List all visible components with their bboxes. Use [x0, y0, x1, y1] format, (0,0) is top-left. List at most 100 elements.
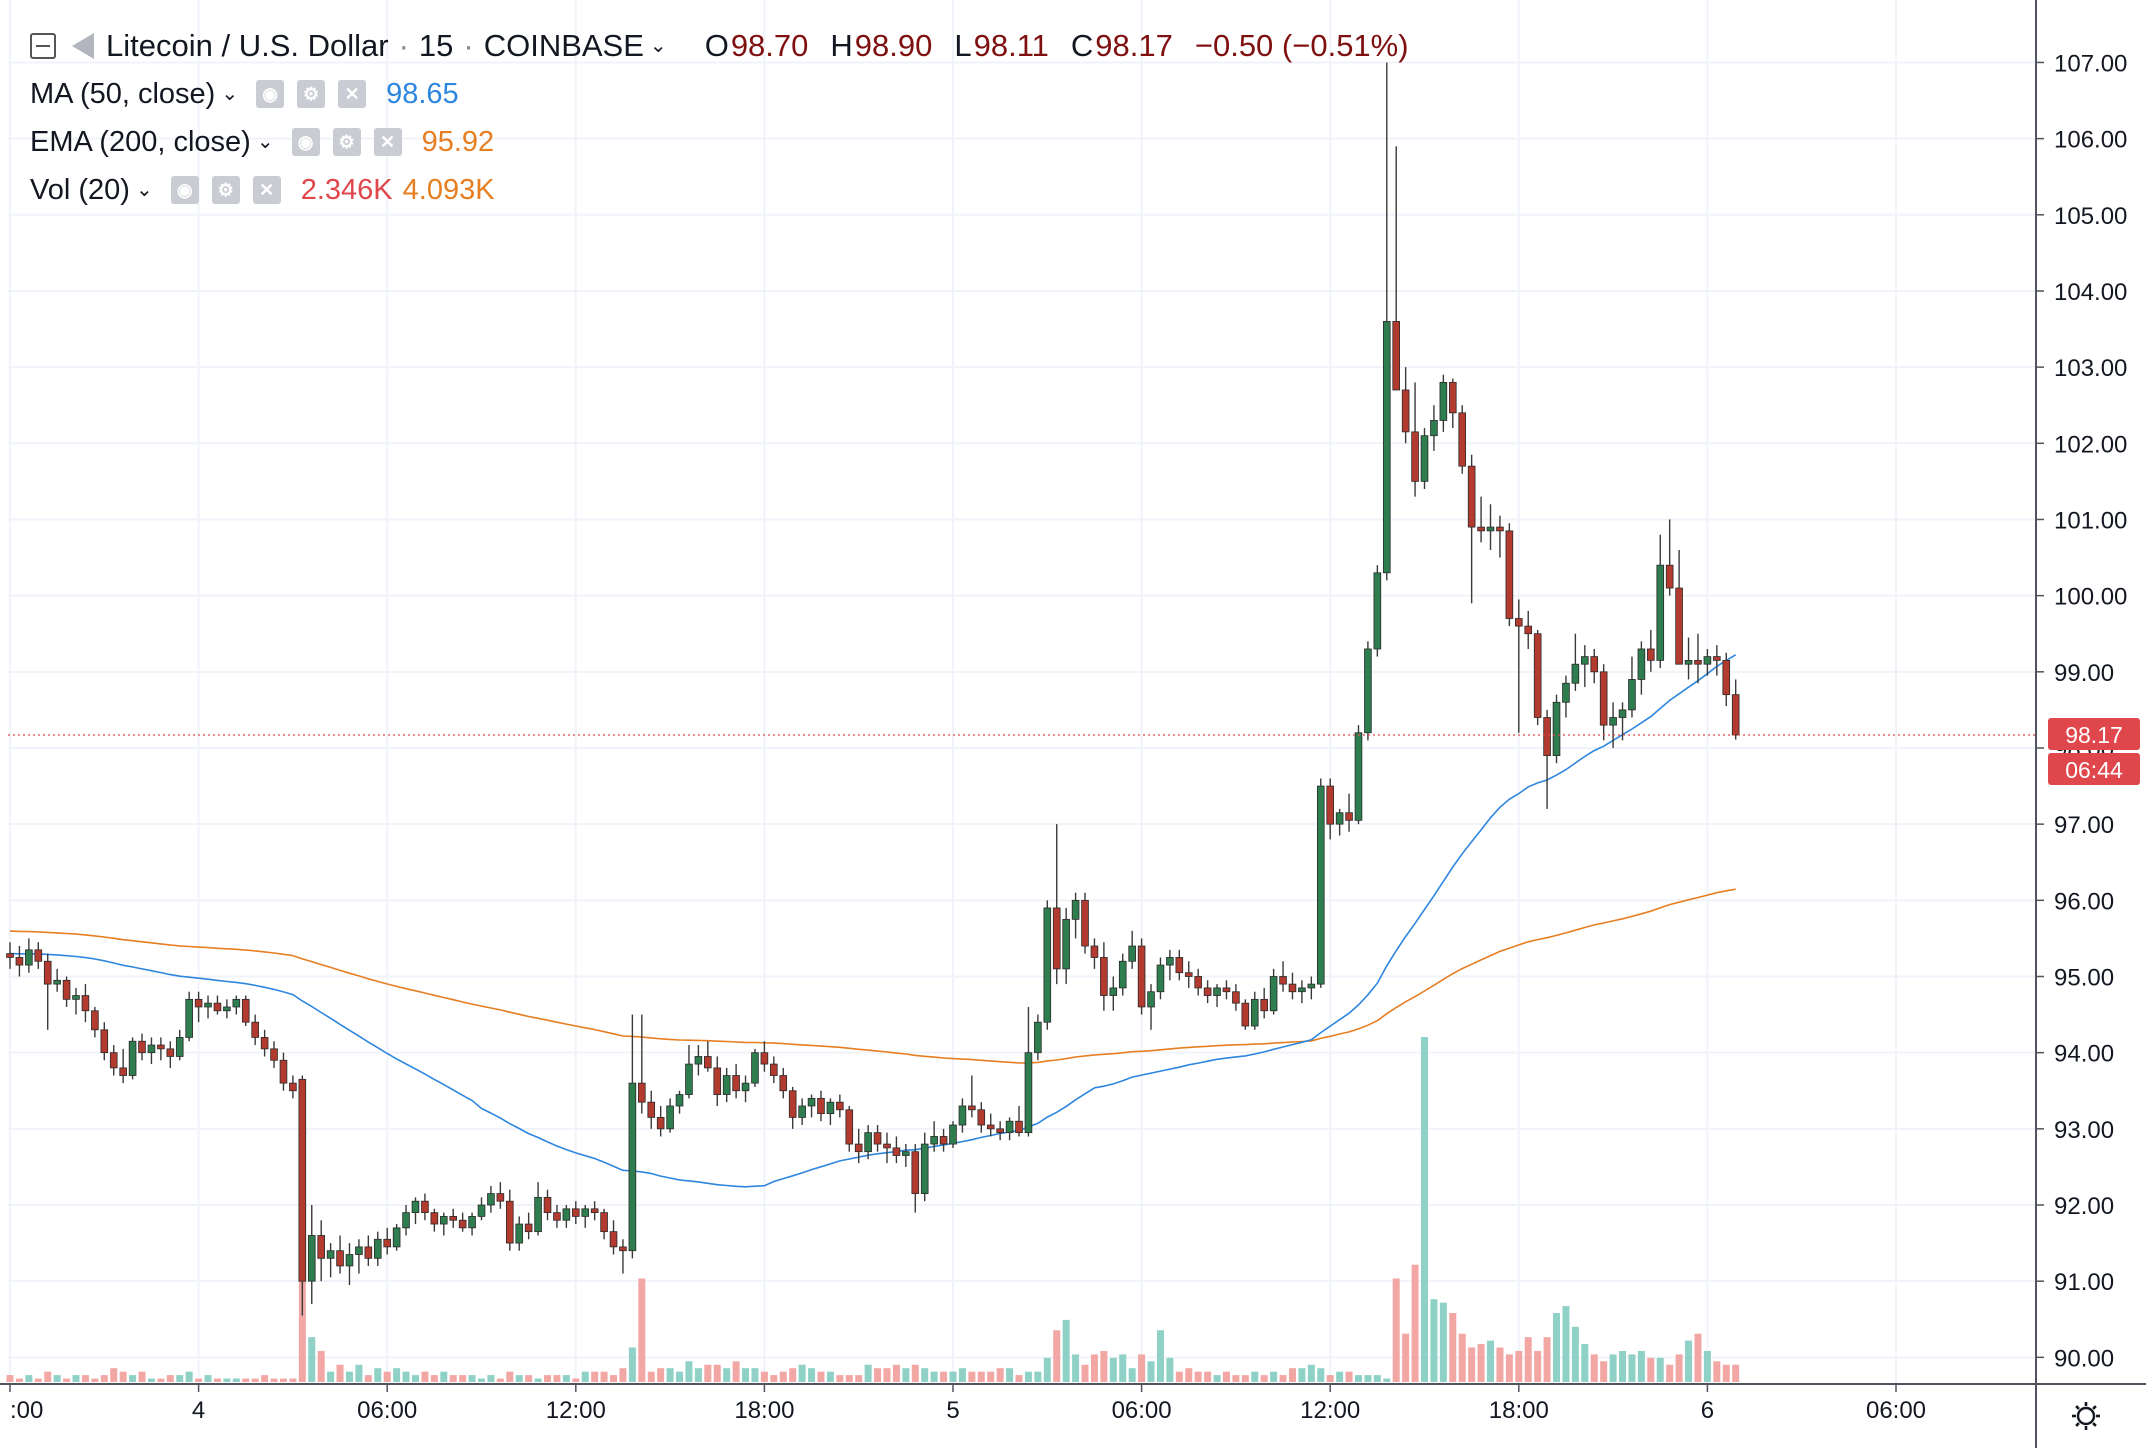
- candle-body: [647, 1101, 656, 1118]
- close-icon[interactable]: ✕: [373, 128, 402, 156]
- candle: [1147, 984, 1155, 1030]
- candle-body: [619, 1246, 627, 1252]
- candle-body: [1071, 899, 1080, 920]
- gear-icon[interactable]: ⚙: [211, 176, 240, 204]
- volume-bar: [345, 1371, 353, 1382]
- candle: [1543, 709, 1551, 809]
- candle: [1411, 382, 1419, 497]
- volume-bar: [1053, 1330, 1061, 1382]
- symbol-title[interactable]: Litecoin / U.S. Dollar: [106, 28, 389, 63]
- eye-icon[interactable]: ◉: [291, 128, 320, 156]
- x-tick-label: :00: [10, 1397, 43, 1424]
- volume-bar: [647, 1371, 655, 1382]
- volume-bar: [1006, 1368, 1014, 1382]
- exchange-label[interactable]: COINBASE: [483, 28, 644, 63]
- candle-body: [15, 957, 24, 966]
- volume-bar: [393, 1368, 401, 1382]
- candle-body: [100, 1029, 109, 1054]
- y-tick-label: 92.00: [2054, 1193, 2114, 1220]
- volume-bar: [751, 1368, 759, 1382]
- flag-icon[interactable]: [72, 33, 94, 59]
- volume-bars: [6, 1037, 1740, 1382]
- separator-dot: ·: [398, 28, 409, 63]
- interval-label[interactable]: 15: [418, 28, 454, 63]
- candle: [1222, 980, 1231, 1000]
- indicator-vol[interactable]: Vol (20) ⌄ ◉ ⚙ ✕ 2.346K 4.093K: [30, 166, 1431, 214]
- candle: [836, 1094, 844, 1118]
- candle: [722, 1067, 731, 1103]
- candle: [1052, 824, 1061, 985]
- gear-icon[interactable]: ⚙: [297, 80, 326, 108]
- indicator-ema[interactable]: EMA (200, close) ⌄ ◉ ⚙ ✕ 95.92: [30, 118, 1431, 166]
- volume-bar: [1439, 1302, 1447, 1382]
- volume-bar: [1487, 1340, 1495, 1382]
- candle-body: [1232, 991, 1240, 1004]
- close-icon[interactable]: ✕: [338, 80, 367, 108]
- candle-body: [119, 1067, 127, 1076]
- x-axis[interactable]: :00 4 06:00 12:00 18:00 5 06:00 12:00 18:00 6 06:0…: [9, 1384, 1926, 1424]
- volume-bar: [1449, 1313, 1457, 1382]
- candle-body: [1628, 679, 1636, 711]
- candle-body: [1213, 987, 1221, 996]
- volume-bar: [1119, 1354, 1127, 1382]
- volume-bar: [1345, 1371, 1353, 1382]
- candle: [1505, 523, 1514, 627]
- candle: [1316, 778, 1325, 988]
- chevron-down-icon[interactable]: ⌄: [649, 35, 667, 57]
- indicator-vol-label[interactable]: Vol (20): [30, 174, 130, 206]
- y-axis[interactable]: 107.00 106.00 105.00 104.00 103.00 102.00 101.…: [2036, 50, 2127, 1372]
- volume-bar: [864, 1364, 872, 1382]
- chevron-down-icon[interactable]: ⌄: [221, 83, 239, 105]
- indicator-ma[interactable]: MA (50, close) ⌄ ◉ ⚙ ✕ 98.65: [30, 70, 1431, 118]
- volume-bar: [1562, 1306, 1570, 1382]
- candle-body: [1364, 648, 1372, 734]
- x-tick-label: 06:00: [1866, 1397, 1926, 1424]
- candle-body: [826, 1101, 835, 1114]
- candle-body: [91, 1010, 99, 1031]
- eye-icon[interactable]: ◉: [170, 176, 199, 204]
- separator-dot: ·: [463, 28, 474, 63]
- candle-body: [1448, 381, 1457, 414]
- volume-bar: [1317, 1368, 1325, 1382]
- candle-body: [477, 1204, 486, 1217]
- gear-icon[interactable]: [2072, 1402, 2100, 1430]
- candle-body: [34, 949, 43, 962]
- volume-bar: [1628, 1354, 1636, 1382]
- volume-bar: [1232, 1375, 1240, 1382]
- indicator-ma-value: 98.65: [386, 78, 459, 110]
- candle: [1628, 656, 1636, 718]
- indicator-ma-label[interactable]: MA (50, close): [30, 78, 216, 110]
- candle-body: [656, 1117, 665, 1130]
- indicator-ema-label[interactable]: EMA (200, close): [30, 126, 251, 158]
- volume-bar: [685, 1361, 693, 1382]
- candle: [788, 1086, 797, 1129]
- candle-body: [260, 1037, 269, 1050]
- close-icon[interactable]: ✕: [252, 176, 281, 204]
- candle: [1571, 633, 1580, 691]
- candle-body: [1533, 633, 1542, 718]
- candle-body: [1005, 1120, 1014, 1134]
- volume-bar: [1675, 1354, 1683, 1382]
- candle-body: [307, 1235, 316, 1282]
- candle: [949, 1121, 957, 1148]
- candle-body: [1392, 321, 1401, 391]
- eye-icon[interactable]: ◉: [256, 80, 285, 108]
- volume-bar: [1571, 1326, 1579, 1382]
- candle: [1024, 1006, 1033, 1137]
- candle: [779, 1067, 788, 1099]
- volume-bar: [591, 1371, 599, 1382]
- candle: [638, 1014, 646, 1114]
- chevron-down-icon[interactable]: ⌄: [135, 179, 153, 201]
- candle-body: [770, 1063, 778, 1076]
- candle-body: [185, 998, 193, 1038]
- candle: [411, 1197, 420, 1225]
- collapse-legend-button[interactable]: [30, 33, 56, 59]
- chevron-down-icon[interactable]: ⌄: [256, 131, 274, 153]
- gear-icon[interactable]: ⚙: [332, 128, 361, 156]
- volume-bar: [1581, 1344, 1589, 1382]
- candle-body: [1184, 972, 1193, 977]
- volume-bar: [223, 1378, 231, 1382]
